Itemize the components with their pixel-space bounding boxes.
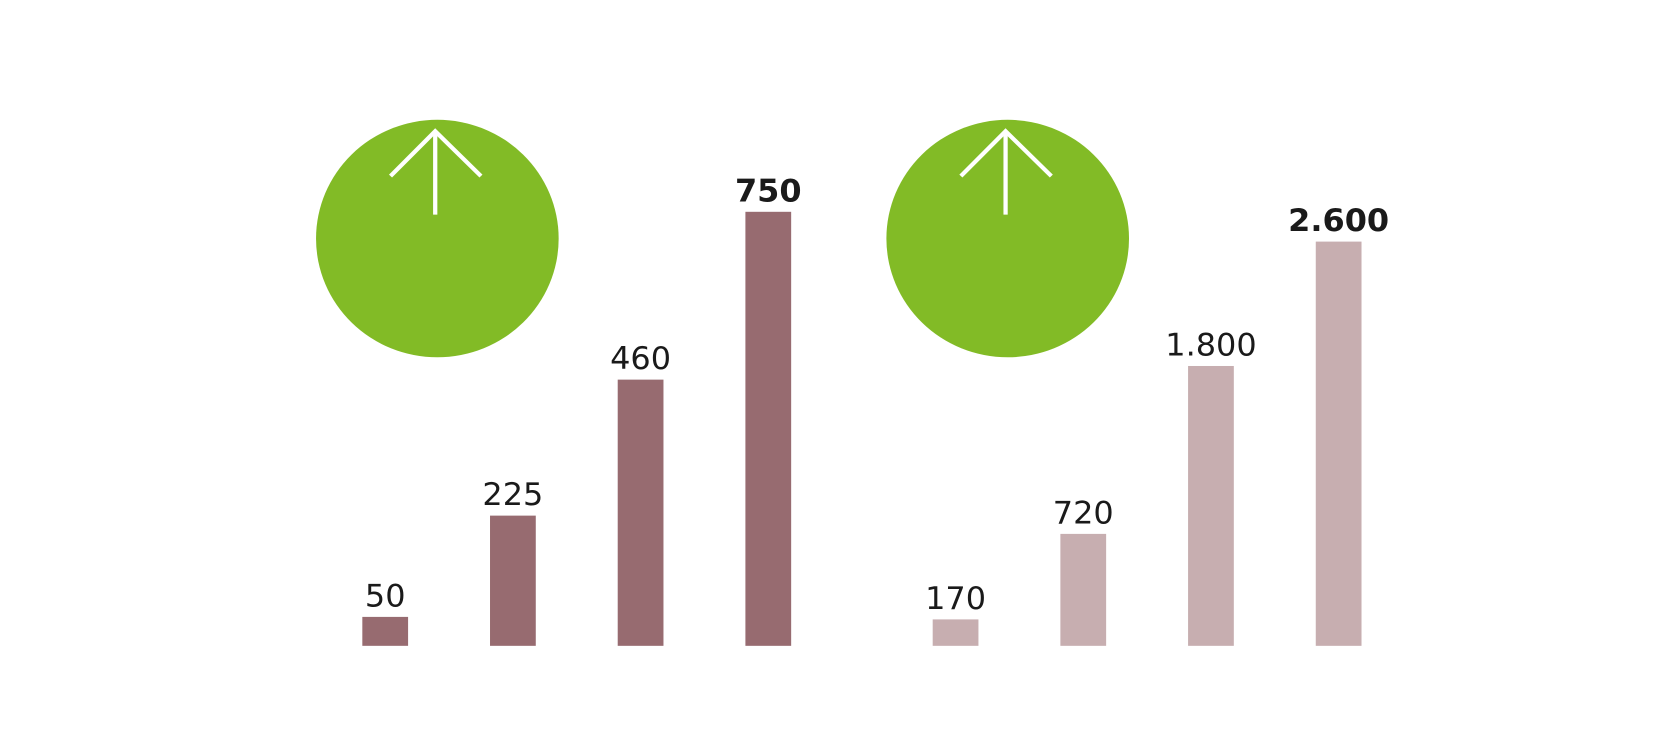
value-label: 2.600: [1288, 203, 1389, 239]
bar: [1315, 241, 1362, 646]
value-label: 50: [365, 579, 406, 615]
bar: [932, 619, 979, 646]
badge: [886, 119, 1130, 358]
value-label: 750: [735, 174, 802, 210]
value-label: 225: [482, 478, 543, 514]
bar: [490, 515, 536, 646]
bar: [1060, 533, 1107, 646]
badge-circle: [316, 119, 559, 358]
value-label: 720: [1053, 496, 1114, 532]
bar: [362, 616, 409, 646]
bar: [617, 379, 664, 646]
value-label: 170: [925, 581, 986, 617]
bar: [1188, 365, 1234, 646]
value-label: 460: [610, 342, 671, 378]
badge-circle: [886, 119, 1130, 358]
badge: [316, 119, 559, 358]
value-label: 1.800: [1165, 328, 1256, 364]
bar: [745, 211, 792, 646]
